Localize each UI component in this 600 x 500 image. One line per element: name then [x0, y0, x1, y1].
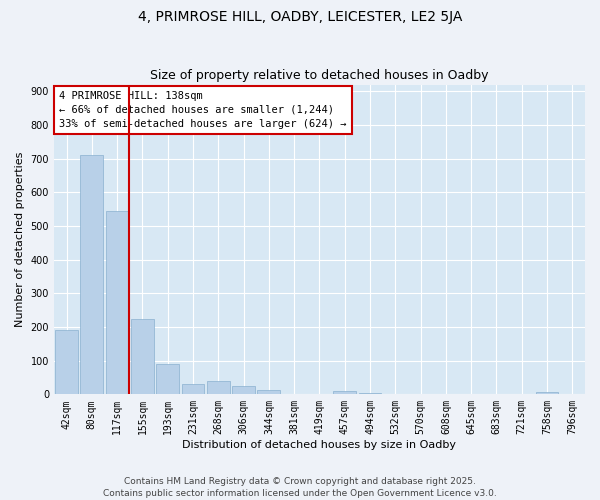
Bar	[334, 391, 356, 394]
Bar	[106, 211, 128, 394]
Bar	[55, 330, 78, 394]
Text: Contains HM Land Registry data © Crown copyright and database right 2025.
Contai: Contains HM Land Registry data © Crown c…	[103, 476, 497, 498]
Bar	[157, 364, 179, 394]
Bar	[257, 390, 280, 394]
Bar	[359, 392, 382, 394]
Text: 4 PRIMROSE HILL: 138sqm
← 66% of detached houses are smaller (1,244)
33% of semi: 4 PRIMROSE HILL: 138sqm ← 66% of detache…	[59, 91, 347, 129]
Bar	[232, 386, 255, 394]
Title: Size of property relative to detached houses in Oadby: Size of property relative to detached ho…	[150, 69, 489, 82]
Bar	[80, 156, 103, 394]
Bar	[207, 381, 230, 394]
X-axis label: Distribution of detached houses by size in Oadby: Distribution of detached houses by size …	[182, 440, 457, 450]
Bar	[182, 384, 205, 394]
Text: 4, PRIMROSE HILL, OADBY, LEICESTER, LE2 5JA: 4, PRIMROSE HILL, OADBY, LEICESTER, LE2 …	[138, 10, 462, 24]
Y-axis label: Number of detached properties: Number of detached properties	[15, 152, 25, 327]
Bar	[536, 392, 559, 394]
Bar	[131, 318, 154, 394]
